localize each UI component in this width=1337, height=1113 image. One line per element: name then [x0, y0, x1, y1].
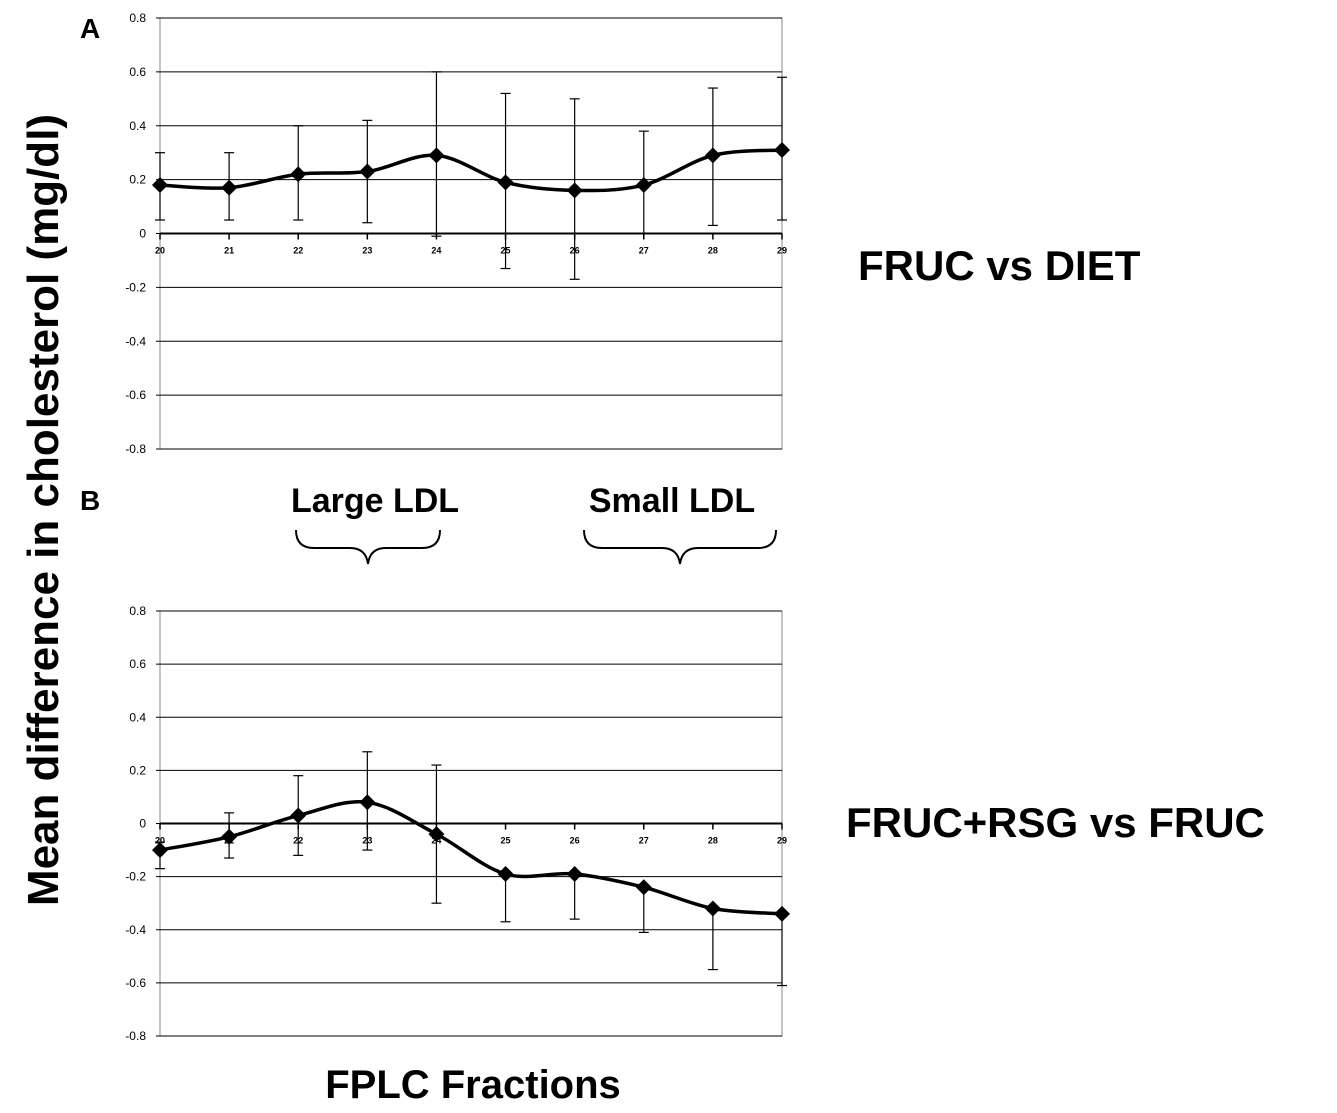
panel-b-letter: B [80, 485, 100, 516]
data-point-a [497, 174, 514, 191]
x-tick-label-b: 27 [639, 836, 649, 846]
data-point-a [704, 147, 721, 164]
data-point-a [152, 177, 168, 194]
x-tick-label-b: 26 [570, 836, 580, 846]
x-tick-label-a: 28 [708, 246, 718, 256]
data-point-b [566, 865, 583, 882]
data-point-b [221, 828, 238, 845]
x-tick-label-a: 22 [293, 246, 303, 256]
y-tick-label-a: 0.6 [129, 65, 146, 79]
y-tick-label-a: -0.6 [125, 388, 146, 402]
y-tick-label-a: 0.2 [129, 173, 146, 187]
x-tick-label-b: 28 [708, 836, 718, 846]
y-tick-label-a: 0.4 [129, 119, 146, 133]
y-tick-label-b: -0.6 [125, 976, 146, 990]
data-point-b [635, 879, 652, 896]
y-tick-label-a: -0.4 [125, 334, 146, 348]
data-point-a [428, 147, 445, 164]
y-tick-label-b: 0.8 [129, 604, 146, 618]
x-axis-label: FPLC Fractions [325, 1063, 621, 1107]
data-point-b [704, 900, 721, 917]
x-tick-label-a: 20 [155, 246, 165, 256]
data-point-a [359, 163, 376, 180]
x-tick-label-a: 24 [431, 246, 441, 256]
data-point-b [152, 842, 168, 859]
y-tick-label-b: -0.4 [125, 923, 146, 937]
panel-a-letter: A [80, 13, 100, 44]
y-tick-label-b: 0 [139, 817, 146, 831]
data-point-b [497, 865, 514, 882]
x-tick-label-b: 20 [155, 836, 165, 846]
x-tick-label-a: 23 [362, 246, 372, 256]
y-tick-label-a: 0.8 [129, 11, 146, 25]
data-point-b [774, 905, 790, 922]
panel-b: 0.80.60.40.20-0.2-0.4-0.6-0.820212223242… [125, 604, 790, 1043]
y-tick-label-a: -0.8 [125, 442, 146, 456]
data-point-a [221, 179, 238, 196]
data-point-a [635, 177, 652, 194]
large-ldl-label: Large LDL [291, 482, 459, 520]
y-tick-label-a: 0 [139, 227, 146, 241]
x-tick-label-a: 27 [639, 246, 649, 256]
data-point-a [566, 182, 583, 199]
panel-a: 0.8 0.6 0.4 0.2 0 -0.2 -0.4 -0.6 -0.8 20 21 22 23 24 2… [125, 11, 790, 456]
data-point-a [774, 141, 790, 158]
data-point-b [359, 794, 376, 811]
data-point-b [290, 807, 307, 824]
y-tick-label-b: 0.6 [129, 657, 146, 671]
data-point-a [290, 166, 307, 183]
data-point-b [428, 826, 445, 843]
x-tick-label-a: 21 [224, 246, 234, 256]
comparison-a-label: FRUC vs DIET [858, 242, 1141, 289]
y-tick-label-b: -0.2 [125, 870, 146, 884]
y-tick-label-a: -0.2 [125, 280, 146, 294]
series-line-b [159, 799, 783, 916]
comparison-b-label: FRUC+RSG vs FRUC [846, 799, 1265, 846]
y-tick-label-b: -0.8 [125, 1029, 146, 1043]
x-tick-label-b: 25 [501, 836, 511, 846]
x-tick-label-a: 29 [777, 246, 787, 256]
y-axis-label: Mean difference in cholesterol (mg/dl) [19, 114, 68, 906]
large-ldl-brace [295, 529, 441, 565]
small-ldl-label: Small LDL [589, 482, 755, 520]
small-ldl-brace [583, 529, 777, 565]
y-tick-label-b: 0.2 [129, 763, 146, 777]
y-tick-label-b: 0.4 [129, 710, 146, 724]
series-line-a [159, 148, 783, 193]
x-tick-label-b: 29 [777, 836, 787, 846]
